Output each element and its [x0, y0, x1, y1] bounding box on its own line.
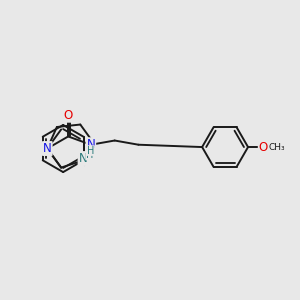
- Text: O: O: [64, 109, 73, 122]
- Text: O: O: [259, 141, 268, 154]
- Text: N: N: [43, 142, 52, 155]
- Text: N: N: [79, 152, 87, 165]
- Text: H: H: [86, 150, 93, 160]
- Text: CH₃: CH₃: [268, 142, 285, 152]
- Text: N: N: [86, 138, 95, 151]
- Text: H: H: [87, 146, 94, 156]
